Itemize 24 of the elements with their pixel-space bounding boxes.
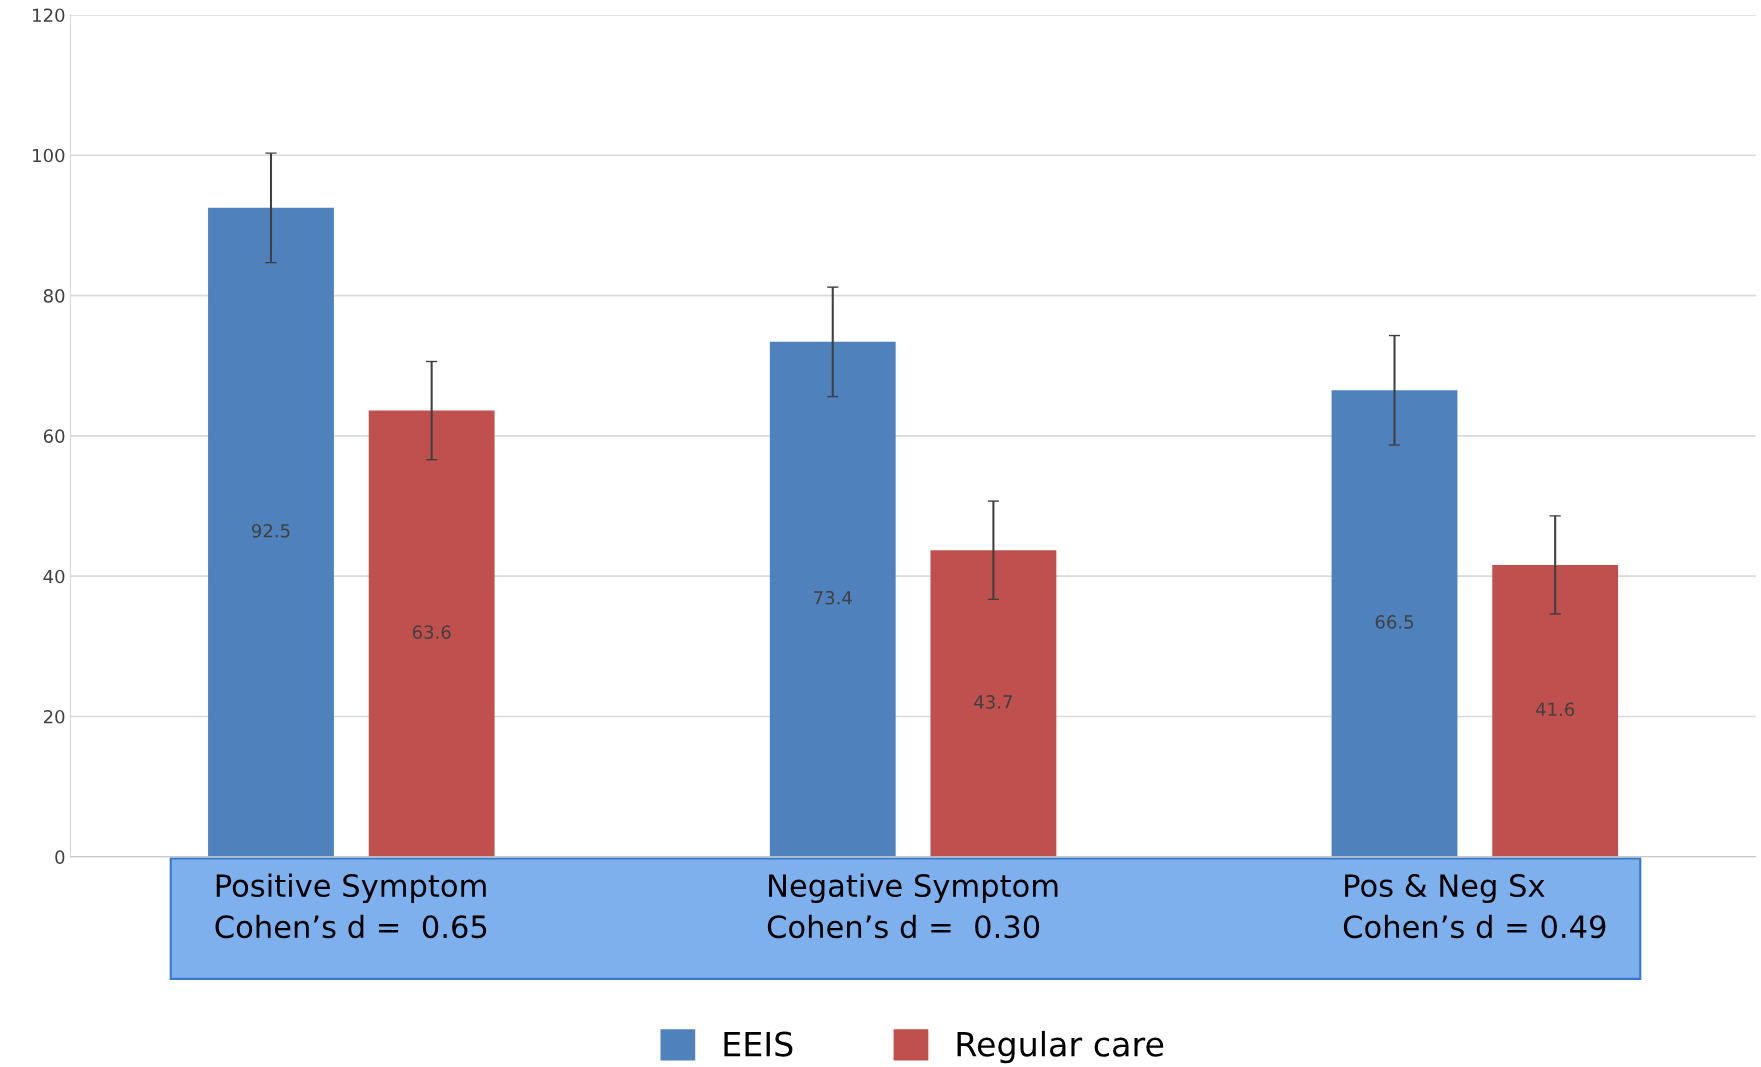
bar xyxy=(769,341,896,857)
y-tick-label: 0 xyxy=(55,850,65,864)
data-label: 41.6 xyxy=(1535,702,1575,717)
y-tick-label: 120 xyxy=(33,8,65,23)
x-tick-label: Negative Symptom Cohen’s d = 0.30 xyxy=(767,873,1058,939)
data-label: 43.7 xyxy=(974,695,1012,709)
x-tick-label: Positive Symptom Cohen’s d = 0.65 xyxy=(215,873,487,939)
bar xyxy=(368,410,495,857)
bar xyxy=(208,207,334,857)
y-tick-label: 20 xyxy=(43,709,65,724)
y-tick-label: 40 xyxy=(43,569,65,584)
data-label: 63.6 xyxy=(412,625,451,639)
x-tick-label: Pos & Neg Sx Cohen’s d = 0.49 xyxy=(1343,874,1606,939)
data-label: 73.4 xyxy=(814,590,852,605)
data-label: 66.5 xyxy=(1375,615,1414,629)
y-tick-label: 60 xyxy=(43,429,65,443)
data-label: 92.5 xyxy=(252,523,290,538)
legend-label: Regular care xyxy=(957,1030,1164,1064)
bar xyxy=(1492,564,1619,857)
bar xyxy=(1331,390,1458,857)
bar xyxy=(930,550,1057,857)
y-tick-label: 80 xyxy=(43,289,65,303)
legend-label: EEIS xyxy=(724,1031,793,1057)
y-tick-label: 100 xyxy=(33,148,65,163)
